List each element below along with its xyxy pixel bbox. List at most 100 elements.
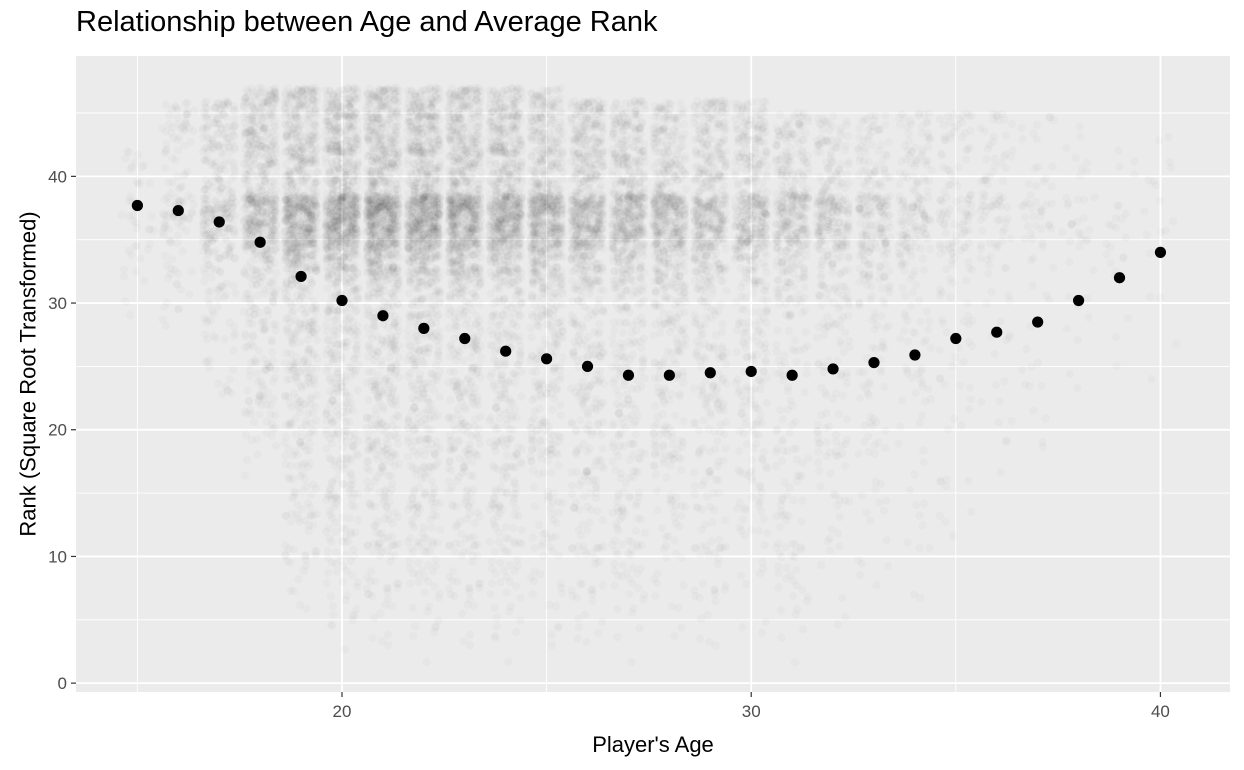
raw-point bbox=[333, 157, 341, 165]
raw-point bbox=[309, 297, 317, 305]
raw-point bbox=[312, 416, 320, 424]
raw-point bbox=[345, 103, 353, 111]
raw-point bbox=[346, 113, 354, 121]
raw-point bbox=[162, 146, 170, 154]
raw-point bbox=[379, 162, 387, 170]
raw-point bbox=[248, 319, 256, 327]
raw-point bbox=[344, 537, 352, 545]
raw-point bbox=[343, 239, 351, 247]
raw-point bbox=[391, 397, 399, 405]
raw-point bbox=[391, 312, 399, 320]
raw-point bbox=[214, 204, 222, 212]
raw-point bbox=[313, 510, 321, 518]
raw-point bbox=[378, 132, 386, 140]
raw-point bbox=[221, 159, 229, 167]
raw-point bbox=[175, 185, 183, 193]
raw-point bbox=[333, 307, 341, 315]
raw-point bbox=[342, 596, 350, 604]
raw-point bbox=[230, 254, 238, 262]
raw-point bbox=[313, 391, 321, 399]
raw-point bbox=[378, 637, 386, 645]
raw-point bbox=[292, 430, 300, 438]
raw-point bbox=[395, 278, 403, 286]
raw-point bbox=[394, 513, 402, 521]
raw-point bbox=[352, 164, 360, 172]
raw-point bbox=[126, 165, 134, 173]
raw-point bbox=[242, 99, 250, 107]
raw-point bbox=[306, 369, 314, 377]
raw-point bbox=[371, 439, 379, 447]
raw-point bbox=[293, 214, 301, 222]
raw-point bbox=[224, 99, 232, 107]
raw-point bbox=[216, 283, 224, 291]
raw-point bbox=[127, 251, 135, 259]
raw-point bbox=[323, 410, 331, 418]
raw-point bbox=[281, 228, 289, 236]
raw-point bbox=[240, 267, 248, 275]
raw-point bbox=[333, 429, 341, 437]
raw-point bbox=[290, 389, 298, 397]
raw-point bbox=[375, 488, 383, 496]
raw-point bbox=[379, 216, 387, 224]
raw-point bbox=[205, 261, 213, 269]
raw-point bbox=[201, 358, 209, 366]
raw-point bbox=[219, 151, 227, 159]
raw-point bbox=[432, 562, 440, 570]
raw-point bbox=[334, 496, 342, 504]
raw-point bbox=[250, 418, 258, 426]
raw-point bbox=[333, 368, 341, 376]
raw-point bbox=[292, 374, 300, 382]
raw-point bbox=[302, 562, 310, 570]
raw-point bbox=[140, 277, 148, 285]
raw-point bbox=[326, 86, 334, 94]
raw-point bbox=[304, 409, 312, 417]
raw-point bbox=[377, 361, 385, 369]
raw-point bbox=[298, 167, 306, 175]
raw-point bbox=[286, 201, 294, 209]
raw-point bbox=[345, 514, 353, 522]
raw-point bbox=[380, 86, 388, 94]
raw-point bbox=[311, 180, 319, 188]
raw-point bbox=[269, 377, 277, 385]
raw-point bbox=[340, 86, 348, 94]
raw-point bbox=[171, 102, 179, 110]
raw-point bbox=[352, 366, 360, 374]
raw-point bbox=[436, 526, 444, 534]
raw-point bbox=[427, 524, 435, 532]
raw-point bbox=[308, 256, 316, 264]
raw-point bbox=[187, 138, 195, 146]
raw-point bbox=[242, 431, 250, 439]
raw-point bbox=[298, 86, 306, 94]
raw-point bbox=[390, 370, 398, 378]
raw-point bbox=[344, 399, 352, 407]
raw-point bbox=[375, 238, 383, 246]
raw-point bbox=[146, 179, 154, 187]
raw-point bbox=[312, 547, 320, 555]
raw-point bbox=[391, 219, 399, 227]
raw-point bbox=[325, 117, 333, 125]
raw-point bbox=[388, 389, 396, 397]
raw-point bbox=[384, 303, 392, 311]
raw-point bbox=[269, 395, 277, 403]
raw-point bbox=[158, 124, 166, 132]
raw-point bbox=[348, 87, 356, 95]
raw-point bbox=[335, 411, 343, 419]
raw-point bbox=[177, 286, 185, 294]
raw-point bbox=[340, 377, 348, 385]
raw-point bbox=[367, 123, 375, 131]
raw-point bbox=[258, 169, 266, 177]
raw-point bbox=[247, 127, 255, 135]
raw-point bbox=[299, 487, 307, 495]
raw-point bbox=[395, 193, 403, 201]
raw-point bbox=[373, 332, 381, 340]
raw-point bbox=[351, 224, 359, 232]
raw-point bbox=[392, 239, 400, 247]
raw-point bbox=[296, 601, 304, 609]
raw-point bbox=[248, 198, 256, 206]
raw-point bbox=[366, 330, 374, 338]
raw-point bbox=[364, 368, 372, 376]
raw-point bbox=[230, 347, 238, 355]
raw-point bbox=[337, 135, 345, 143]
raw-point bbox=[215, 254, 223, 262]
raw-point bbox=[258, 384, 266, 392]
